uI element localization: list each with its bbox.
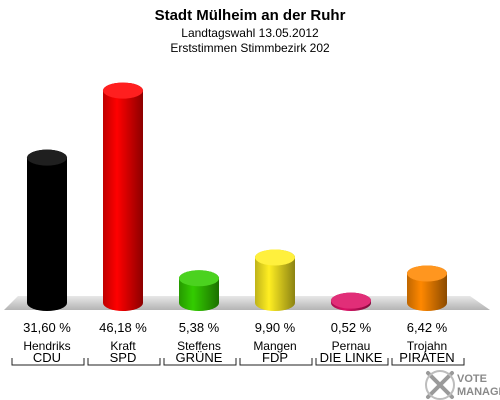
bar-body — [255, 249, 295, 311]
party-label: CDU — [33, 350, 61, 365]
bar-spd — [103, 82, 143, 312]
chart-subtitle-2: Erststimmen Stimmbezirk 202 — [170, 41, 330, 55]
value-label: 5,38 % — [179, 320, 220, 335]
logo-mark-icon — [425, 370, 455, 400]
bar-top — [407, 265, 447, 282]
party-underline — [163, 358, 237, 366]
bar-cdu — [27, 149, 67, 311]
bar-body — [103, 82, 143, 312]
bar-piraten — [407, 265, 447, 311]
value-label: 46,18 % — [99, 320, 147, 335]
party-label: PIRATEN — [399, 350, 454, 365]
candidate-label: Hendriks — [23, 339, 70, 353]
bar-die-linke — [331, 292, 371, 311]
party-underline — [239, 358, 313, 366]
candidate-label: Kraft — [110, 339, 136, 353]
candidate-label: Trojahn — [407, 339, 447, 353]
bar-top — [103, 82, 143, 99]
bar-top — [27, 149, 67, 166]
bars-group — [27, 82, 447, 312]
vote-manager-logo: VOTE MANAGER — [425, 370, 500, 400]
party-underline — [87, 358, 161, 366]
bar-top — [331, 292, 371, 309]
party-label: GRÜNE — [176, 350, 223, 365]
chart-title: Stadt Mülheim an der Ruhr — [155, 7, 346, 24]
bar-fdp — [255, 249, 295, 311]
bar-grüne — [179, 270, 219, 311]
value-label: 0,52 % — [331, 320, 372, 335]
bar-top — [179, 270, 219, 287]
candidate-label: Steffens — [177, 339, 221, 353]
bar-body — [27, 149, 67, 311]
candidate-label: Pernau — [332, 339, 371, 353]
party-underline — [391, 358, 465, 366]
candidate-label: Mangen — [253, 339, 296, 353]
party-label: FDP — [262, 350, 288, 365]
party-label: DIE LINKE — [320, 350, 383, 365]
value-label: 6,42 % — [407, 320, 448, 335]
chart-subtitle: Landtagswahl 13.05.2012 — [181, 26, 319, 40]
value-label: 9,90 % — [255, 320, 296, 335]
party-label: SPD — [110, 350, 137, 365]
value-label: 31,60 % — [23, 320, 71, 335]
party-underline — [315, 358, 389, 366]
logo-text-vote: VOTE — [457, 373, 487, 385]
bar-top — [255, 249, 295, 266]
logo-text-manager: MANAGER — [457, 386, 500, 398]
party-underline — [11, 358, 85, 366]
